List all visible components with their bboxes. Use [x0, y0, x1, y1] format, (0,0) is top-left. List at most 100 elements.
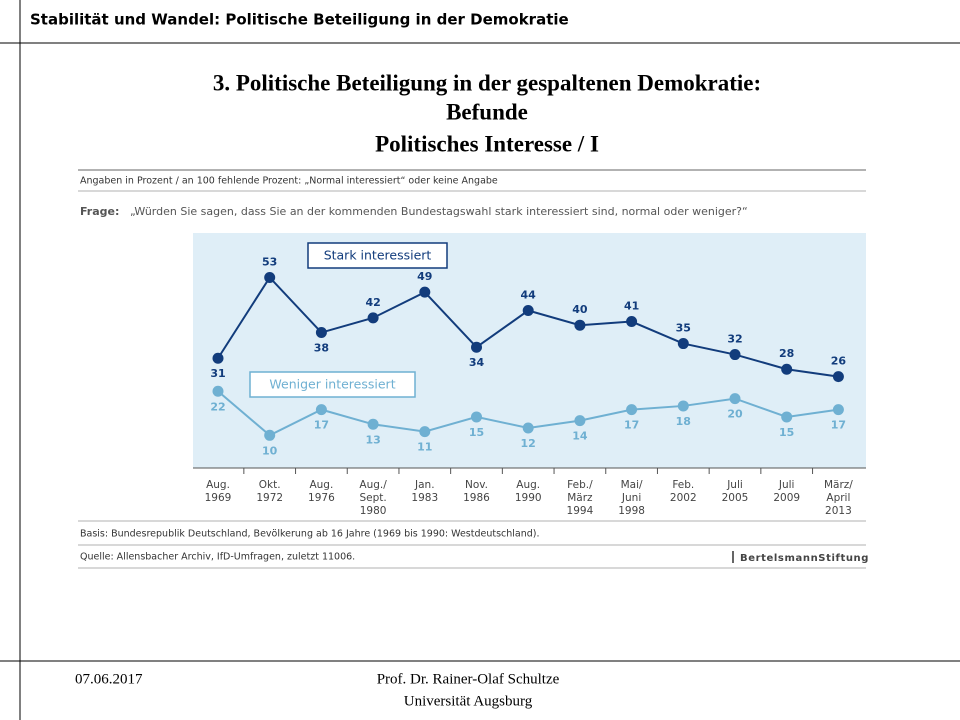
data-point [419, 426, 431, 438]
data-label: 14 [572, 430, 588, 443]
legend-box [249, 371, 416, 398]
data-label: 44 [521, 289, 537, 302]
x-tick-label: 1983 [411, 492, 438, 504]
data-point [315, 327, 327, 339]
data-point [781, 363, 793, 375]
x-tick-label: März [567, 492, 593, 504]
data-label: 41 [624, 300, 639, 313]
data-point [522, 422, 534, 434]
data-point [264, 429, 276, 441]
data-label: 49 [417, 270, 432, 283]
legend-box [307, 242, 448, 269]
x-tick-label: 1994 [567, 505, 594, 517]
data-point [832, 404, 844, 416]
data-label: 34 [469, 356, 485, 369]
data-point [471, 411, 482, 423]
data-label: 10 [262, 444, 278, 457]
data-point [264, 271, 276, 283]
data-label: 12 [521, 437, 536, 450]
x-tick-label: Aug. [309, 479, 333, 491]
x-tick-label: Aug. [206, 479, 230, 491]
x-tick-label: Mai/ [621, 479, 643, 491]
data-point [677, 338, 689, 350]
x-tick-label: Juli [726, 479, 743, 491]
x-tick-label: Feb. [672, 479, 694, 491]
data-label: 20 [727, 408, 743, 421]
x-tick-label: 1998 [618, 505, 645, 517]
x-tick-label: Aug. [516, 479, 540, 491]
header-title: Stabilität und Wandel: Politische Beteil… [30, 11, 569, 29]
x-tick-label: 2005 [722, 492, 749, 504]
data-point [626, 404, 638, 416]
data-point [212, 385, 224, 397]
footer-institution: Universität Augsburg [404, 693, 533, 709]
data-label: 26 [831, 355, 847, 368]
basis: Basis: Bundesrepublik Deutschland, Bevöl… [80, 529, 540, 540]
slide-title: 3. Politische Beteiligung in der gespalt… [213, 70, 761, 95]
data-point [574, 319, 586, 331]
data-point [367, 312, 379, 324]
x-tick-label: Nov. [465, 479, 488, 491]
data-point [677, 400, 689, 412]
data-label: 32 [727, 333, 742, 346]
data-label: 31 [210, 367, 225, 380]
source: Quelle: Allensbacher Archiv, IfD-Umfrage… [80, 552, 355, 563]
data-point [626, 316, 638, 328]
x-tick-label: Sept. [359, 492, 386, 504]
data-label: 17 [624, 419, 639, 432]
data-point [781, 411, 793, 423]
data-label: 11 [417, 441, 432, 454]
data-label: 22 [210, 400, 225, 413]
x-tick-label: 2013 [825, 505, 852, 517]
chart-note: Angaben in Prozent / an 100 fehlende Pro… [80, 176, 498, 187]
data-label: 53 [262, 255, 277, 268]
slide-title: Befunde [446, 99, 528, 124]
legend-label: Stark interessiert [324, 248, 432, 263]
data-label: 18 [676, 415, 691, 428]
x-tick-label: 1976 [308, 492, 335, 504]
logo: BertelsmannStiftung [740, 553, 869, 564]
data-label: 17 [831, 419, 846, 432]
x-tick-label: März/ [824, 479, 853, 491]
footer-author: Prof. Dr. Rainer-Olaf Schultze [377, 671, 560, 687]
data-point [729, 393, 741, 405]
x-tick-label: 2002 [670, 492, 697, 504]
x-tick-label: 1980 [360, 505, 387, 517]
data-label: 15 [779, 426, 794, 439]
x-tick-label: Feb./ [567, 479, 593, 491]
question: „Würden Sie sagen, dass Sie an der komme… [130, 205, 748, 218]
data-point [212, 352, 224, 364]
x-tick-label: Juni [621, 492, 641, 504]
data-point [471, 341, 482, 353]
slide-title: Politisches Interesse / I [375, 131, 599, 156]
x-tick-label: Okt. [259, 479, 281, 491]
x-tick-label: 1972 [256, 492, 283, 504]
data-label: 42 [365, 296, 380, 309]
data-point [574, 415, 586, 427]
question-label: Frage: [80, 205, 119, 218]
footer-date: 07.06.2017 [75, 671, 143, 687]
x-tick-label: Jan. [414, 479, 435, 491]
x-tick-label: 2009 [773, 492, 800, 504]
data-point [315, 404, 327, 416]
data-label: 17 [314, 419, 329, 432]
data-point [367, 418, 379, 430]
legend-label: Weniger interessiert [269, 377, 395, 392]
data-label: 38 [314, 342, 329, 355]
x-tick-label: Aug./ [359, 479, 387, 491]
data-label: 35 [676, 322, 691, 335]
x-tick-label: 1986 [463, 492, 490, 504]
data-label: 40 [572, 303, 588, 316]
data-label: 28 [779, 347, 794, 360]
x-tick-label: Juli [778, 479, 795, 491]
data-point [419, 286, 431, 298]
x-tick-label: 1969 [205, 492, 232, 504]
x-tick-label: April [826, 492, 850, 504]
data-point [832, 371, 844, 383]
data-label: 13 [365, 433, 380, 446]
data-point [729, 349, 741, 361]
data-label: 15 [469, 426, 484, 439]
x-tick-label: 1990 [515, 492, 542, 504]
data-point [522, 305, 534, 317]
